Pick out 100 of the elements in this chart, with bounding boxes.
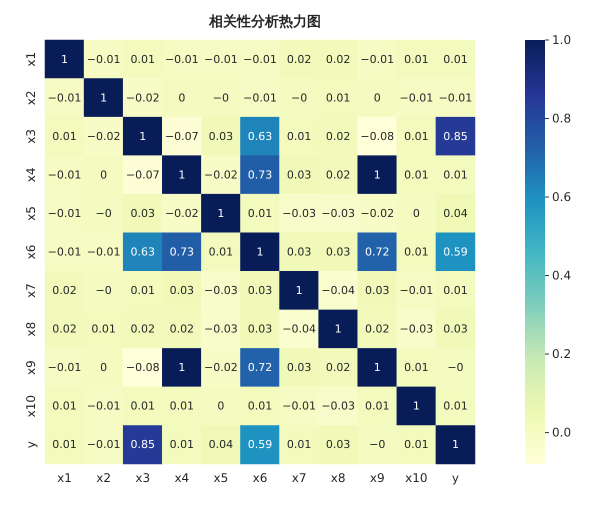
data-label: 0.02: [130, 322, 155, 336]
data-label: −0.02: [86, 130, 120, 143]
data-label: −0.07: [126, 168, 160, 182]
y-tick-label: x4: [24, 168, 38, 182]
data-label: 0.02: [286, 52, 312, 66]
data-label: 0.01: [208, 246, 234, 258]
data-label: 0.03: [248, 322, 272, 336]
data-label: 0.01: [52, 130, 77, 143]
data-label: 0.72: [365, 246, 390, 258]
y-tick-label: x5: [24, 206, 38, 221]
data-label: 0.01: [170, 438, 194, 452]
x-tick-label: x3: [135, 471, 150, 485]
data-label: 0.01: [52, 400, 77, 413]
data-label: 0.01: [130, 284, 155, 298]
data-label: 0.63: [248, 130, 272, 143]
data-label: 0.03: [286, 361, 312, 374]
y-tick-label: x3: [24, 128, 38, 144]
color-bar-label: 0.8: [552, 112, 572, 126]
data-label: 0.01: [286, 438, 312, 452]
color-bar-label: 0.0: [552, 426, 572, 440]
data-label: −0.08: [360, 130, 394, 143]
data-label: 0.01: [404, 168, 429, 182]
data-label: −0.01: [360, 52, 394, 66]
y-tick-label: x9: [24, 360, 38, 376]
data-label: 0.01: [130, 52, 155, 66]
data-label: 0.01: [130, 400, 155, 413]
data-label: 1: [296, 284, 303, 298]
data-label: −0.04: [321, 284, 356, 298]
data-label: 0.02: [326, 130, 350, 143]
y-tick-label: x1: [24, 52, 38, 67]
x-tick-label: x7: [292, 471, 306, 485]
data-label: 0.59: [443, 246, 468, 258]
data-label: 1: [178, 168, 186, 182]
data-label: −0.01: [400, 91, 434, 104]
data-label: −0.02: [204, 168, 238, 182]
data-label: −0: [212, 91, 230, 104]
data-label: −0: [369, 438, 386, 452]
x-tick-label: x8: [330, 471, 346, 485]
data-label: −0.01: [48, 361, 82, 374]
data-label: 0.03: [248, 284, 272, 298]
data-label: 0.03: [365, 284, 390, 298]
color-bar-label: 0.4: [552, 268, 572, 283]
data-label: 0.03: [286, 246, 312, 258]
data-label: −0.01: [86, 400, 120, 413]
color-bar-label: 1.0: [552, 33, 572, 47]
data-label: 0.02: [365, 322, 390, 336]
data-label: −0.08: [126, 361, 160, 374]
data-label: −0.02: [126, 91, 160, 104]
data-label: 1: [61, 52, 68, 66]
data-label: 0.01: [170, 400, 194, 413]
data-label: 0.01: [52, 438, 77, 452]
x-tick-label: x10: [405, 471, 428, 485]
data-label: 0.02: [326, 168, 350, 182]
data-label: 0.01: [443, 284, 468, 298]
data-label: −0.03: [282, 206, 316, 220]
data-label: −0.01: [204, 52, 238, 66]
x-tick-label: x9: [370, 471, 385, 485]
data-label: 0.85: [130, 438, 155, 452]
data-label: 0.73: [248, 168, 272, 182]
x-tick-label: x2: [96, 471, 112, 485]
data-label: −0: [96, 206, 112, 220]
data-label: 1: [334, 322, 342, 336]
data-label: −0.01: [48, 246, 82, 258]
data-label: 0.01: [404, 438, 429, 452]
data-label: 0: [374, 91, 381, 104]
data-label: −0.01: [48, 91, 82, 104]
data-label: 1: [139, 130, 146, 143]
data-label: 0.02: [326, 52, 350, 66]
color-bar-label: 0.2: [552, 347, 572, 362]
data-label: −0.02: [204, 361, 238, 374]
data-label: −0.02: [164, 206, 199, 220]
y-tick-label: x2: [24, 90, 38, 106]
data-label: −0.03: [204, 322, 238, 336]
x-tick-label: x6: [252, 471, 268, 485]
data-label: 0.02: [326, 361, 350, 374]
data-label: 0.03: [170, 284, 194, 298]
data-label: 0: [100, 361, 108, 374]
data-label: 0: [178, 91, 186, 104]
x-tick-label: x5: [214, 471, 228, 485]
data-label: 0.01: [443, 168, 468, 182]
data-label: 0.03: [326, 438, 350, 452]
data-label: 0.04: [208, 438, 234, 452]
data-label: 1: [178, 361, 186, 374]
data-label: 0.01: [248, 206, 272, 220]
data-label: 0.02: [52, 284, 77, 298]
data-label: 0.01: [248, 400, 272, 413]
x-tick-label: x1: [57, 471, 72, 485]
data-label: 0.03: [286, 168, 312, 182]
data-label: −0.04: [282, 322, 316, 336]
data-label: 0.04: [443, 206, 468, 220]
color-bar-label: 0.6: [552, 190, 572, 204]
data-label: 0.01: [326, 91, 350, 104]
data-label: −0.01: [282, 400, 316, 413]
data-label: 0.03: [208, 130, 234, 143]
data-label: −0.02: [360, 206, 394, 220]
data-label: 0.01: [404, 246, 429, 258]
data-label: 0.73: [170, 246, 194, 258]
y-tick-label: y: [24, 441, 38, 448]
data-label: −0.03: [204, 284, 238, 298]
data-label: −0: [96, 284, 112, 298]
